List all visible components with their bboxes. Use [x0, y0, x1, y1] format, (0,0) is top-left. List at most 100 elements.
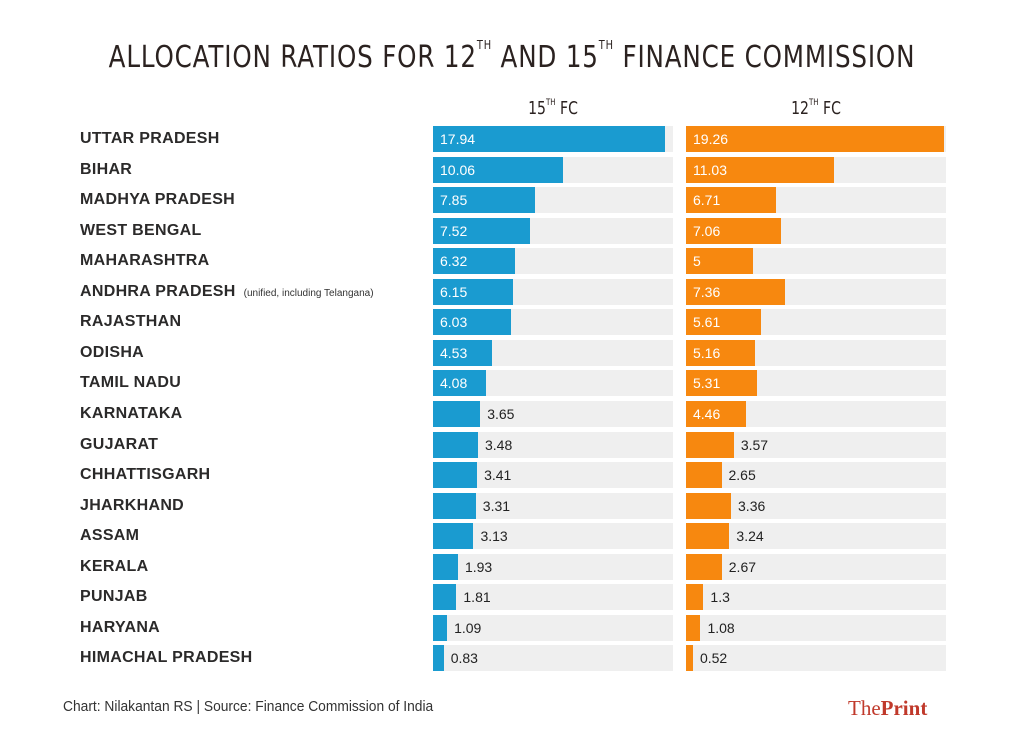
brand-print: Print — [880, 696, 928, 720]
orange-bar-track: 5 — [686, 248, 946, 275]
fc12-bar — [686, 217, 781, 244]
state-label: KARNATAKA — [80, 401, 183, 427]
fc15-bar — [433, 126, 665, 152]
orange-bar-track: 0.52 — [686, 645, 946, 672]
chart-row: HIMACHAL PRADESH 0.83 0.52 — [0, 645, 1024, 672]
state-name: WEST BENGAL — [80, 221, 202, 239]
fc15-value-label: 6.15 — [440, 283, 468, 300]
blue-bar-track: 0.83 — [433, 645, 673, 672]
column-header-15th-fc: 15TH FC — [475, 98, 631, 119]
orange-bar-track: 1.08 — [686, 614, 946, 641]
orange-bar-track: 3.36 — [686, 492, 946, 519]
state-name: UTTAR PRADESH — [80, 130, 220, 147]
state-label: KERALA — [80, 554, 148, 580]
blue-bar-track: 3.13 — [433, 523, 673, 550]
blue-bar-track: 3.65 — [433, 400, 673, 427]
title-part: ALLOCATION RATIOS FOR 12 — [108, 40, 477, 75]
state-label: ODISHA — [80, 340, 144, 366]
blue-bar-track: 3.41 — [433, 462, 673, 489]
fc15-bar — [433, 553, 458, 580]
state-name: KERALA — [80, 557, 149, 575]
fc15-bar — [433, 614, 448, 641]
blue-bar-track: 7.52 — [433, 217, 673, 244]
state-label: ASSAM — [80, 523, 139, 549]
fc12-bar — [686, 584, 704, 611]
orange-bar-track: 5.16 — [686, 339, 946, 366]
chart-row: ASSAM 3.13 3.24 — [0, 523, 1024, 550]
state-label: WEST BENGAL — [80, 218, 202, 244]
orange-bar-track: 5.61 — [686, 309, 946, 336]
col-suffix: FC — [555, 98, 578, 119]
fc12-value-label: 2.67 — [728, 558, 757, 575]
state-name: MAHARASHTRA — [80, 252, 210, 270]
chart-row: KERALA 1.93 2.67 — [0, 553, 1024, 580]
fc15-bar — [433, 278, 513, 305]
source-credit: Chart: Nilakantan RS | Source: Finance C… — [63, 698, 434, 715]
fc12-value-label: 7.06 — [693, 222, 721, 239]
fc12-bar — [686, 614, 701, 641]
state-name: HARYANA — [80, 618, 161, 636]
state-name: RAJASTHAN — [80, 313, 182, 331]
orange-bar-track: 5.31 — [686, 370, 946, 397]
blue-bar-track: 1.09 — [433, 614, 673, 641]
fc15-value-label: 1.93 — [464, 558, 493, 575]
fc12-bar — [686, 370, 758, 397]
fc15-bar — [433, 431, 478, 458]
fc15-value-label: 7.52 — [440, 222, 468, 239]
fc12-value-label: 2.65 — [728, 467, 756, 484]
fc15-bar — [433, 217, 531, 244]
title-part: FINANCE COMMISSION — [613, 40, 916, 75]
fc12-bar — [686, 462, 722, 489]
blue-bar-track: 3.31 — [433, 492, 673, 519]
title-sup: TH — [476, 38, 492, 52]
state-label: ANDHRA PRADESH (unified, including Telang… — [80, 279, 374, 305]
col-suffix: FC — [818, 98, 841, 119]
chart-title: ALLOCATION RATIOS FOR 12TH AND 15TH FINA… — [92, 38, 932, 75]
fc12-value-label: 11.03 — [693, 161, 727, 178]
blue-bar-track: 6.32 — [433, 248, 673, 275]
chart-row: HARYANA 1.09 1.08 — [0, 614, 1024, 641]
orange-bar-track: 6.71 — [686, 187, 946, 214]
chart-row: JHARKHAND 3.31 3.36 — [0, 492, 1024, 519]
fc12-bar — [686, 126, 945, 152]
chart-row: UTTAR PRADESH 17.94 19.26 — [0, 126, 1024, 152]
fc12-bar — [686, 553, 722, 580]
blue-bar-track: 3.48 — [433, 431, 673, 458]
fc12-value-label: 7.36 — [693, 283, 721, 300]
chart-row: BIHAR 10.06 11.03 — [0, 156, 1024, 183]
fc12-value-label: 3.24 — [736, 528, 764, 545]
chart-row: MADHYA PRADESH 7.85 6.71 — [0, 187, 1024, 214]
fc12-bar — [686, 523, 730, 550]
blue-bar-track: 6.03 — [433, 309, 673, 336]
fc15-bar — [433, 248, 515, 275]
fc15-value-label: 3.31 — [482, 497, 511, 514]
fc15-bar — [433, 309, 511, 336]
fc12-value-label: 0.52 — [699, 650, 728, 667]
fc15-bar — [433, 156, 564, 183]
blue-bar-track: 10.06 — [433, 156, 673, 183]
fc12-bar — [686, 309, 762, 336]
fc15-bar — [433, 645, 444, 672]
fc15-value-label: 10.06 — [440, 161, 476, 178]
state-note: (unified, including Telangana) — [243, 287, 374, 299]
title-part: AND 15 — [491, 40, 599, 75]
chart-row: MAHARASHTRA 6.32 5 — [0, 248, 1024, 275]
fc12-value-label: 6.71 — [693, 192, 721, 209]
fc12-bar — [686, 431, 734, 458]
column-header-12th-fc: 12TH FC — [738, 98, 894, 119]
state-name: BIHAR — [80, 160, 133, 178]
title-sup: TH — [598, 38, 614, 52]
fc12-value-label: 4.46 — [693, 405, 721, 422]
orange-bar-track: 7.06 — [686, 217, 946, 244]
fc12-bar — [686, 492, 732, 519]
fc12-value-label: 5.31 — [693, 375, 721, 392]
fc15-bar — [433, 584, 457, 611]
fc15-value-label: 3.13 — [480, 528, 508, 545]
chart-row: GUJARAT 3.48 3.57 — [0, 431, 1024, 458]
fc12-value-label: 3.36 — [738, 497, 766, 514]
chart-row: PUNJAB 1.81 1.3 — [0, 584, 1024, 611]
state-name: ANDHRA PRADESH — [80, 282, 236, 300]
chart-row: TAMIL NADU 4.08 5.31 — [0, 370, 1024, 397]
state-name: KARNATAKA — [80, 404, 183, 422]
fc12-value-label: 5.61 — [693, 314, 721, 331]
